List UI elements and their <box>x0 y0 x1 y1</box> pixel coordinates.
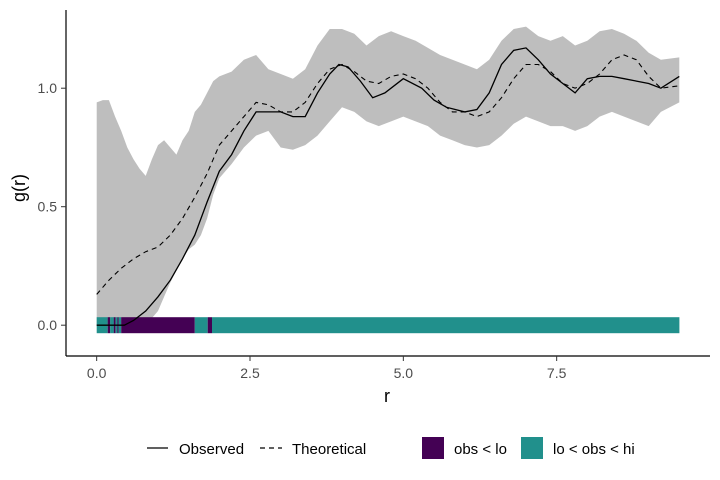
confidence-envelope <box>96 26 680 326</box>
plot-area <box>96 26 680 334</box>
y-tick-label-2: 1.0 <box>38 80 58 96</box>
y-axis-title: g(r) <box>9 174 29 202</box>
legend-label-theoretical: Theoretical <box>292 441 366 458</box>
y-axis-ticks: 0.0 0.5 1.0 <box>38 80 66 333</box>
strip-segment-11 <box>212 317 680 334</box>
legend: Observed Theoretical obs < lo lo < obs <… <box>147 437 635 459</box>
x-axis-ticks: 0.0 2.5 5.0 7.5 <box>87 356 567 381</box>
status-strip <box>96 317 680 334</box>
y-tick-label-0: 0.0 <box>38 317 58 333</box>
legend-label-lo-lt-obs-lt-hi: lo < obs < hi <box>553 441 635 458</box>
theoretical-line <box>96 54 680 295</box>
legend-label-obs-lt-lo: obs < lo <box>454 441 507 458</box>
strip-segment-8 <box>123 317 195 334</box>
legend-swatch-lo-lt-obs-lt-hi <box>521 437 543 459</box>
y-tick-label-1: 0.5 <box>38 199 58 215</box>
x-axis-title: r <box>384 386 390 406</box>
x-tick-label-3: 7.5 <box>547 365 567 381</box>
strip-segment-10 <box>207 317 212 334</box>
legend-swatch-obs-lt-lo <box>422 437 444 459</box>
x-tick-label-0: 0.0 <box>87 365 107 381</box>
x-tick-label-1: 2.5 <box>240 365 260 381</box>
strip-segment-9 <box>194 317 208 334</box>
legend-label-observed: Observed <box>179 441 244 458</box>
x-tick-label-2: 5.0 <box>394 365 414 381</box>
